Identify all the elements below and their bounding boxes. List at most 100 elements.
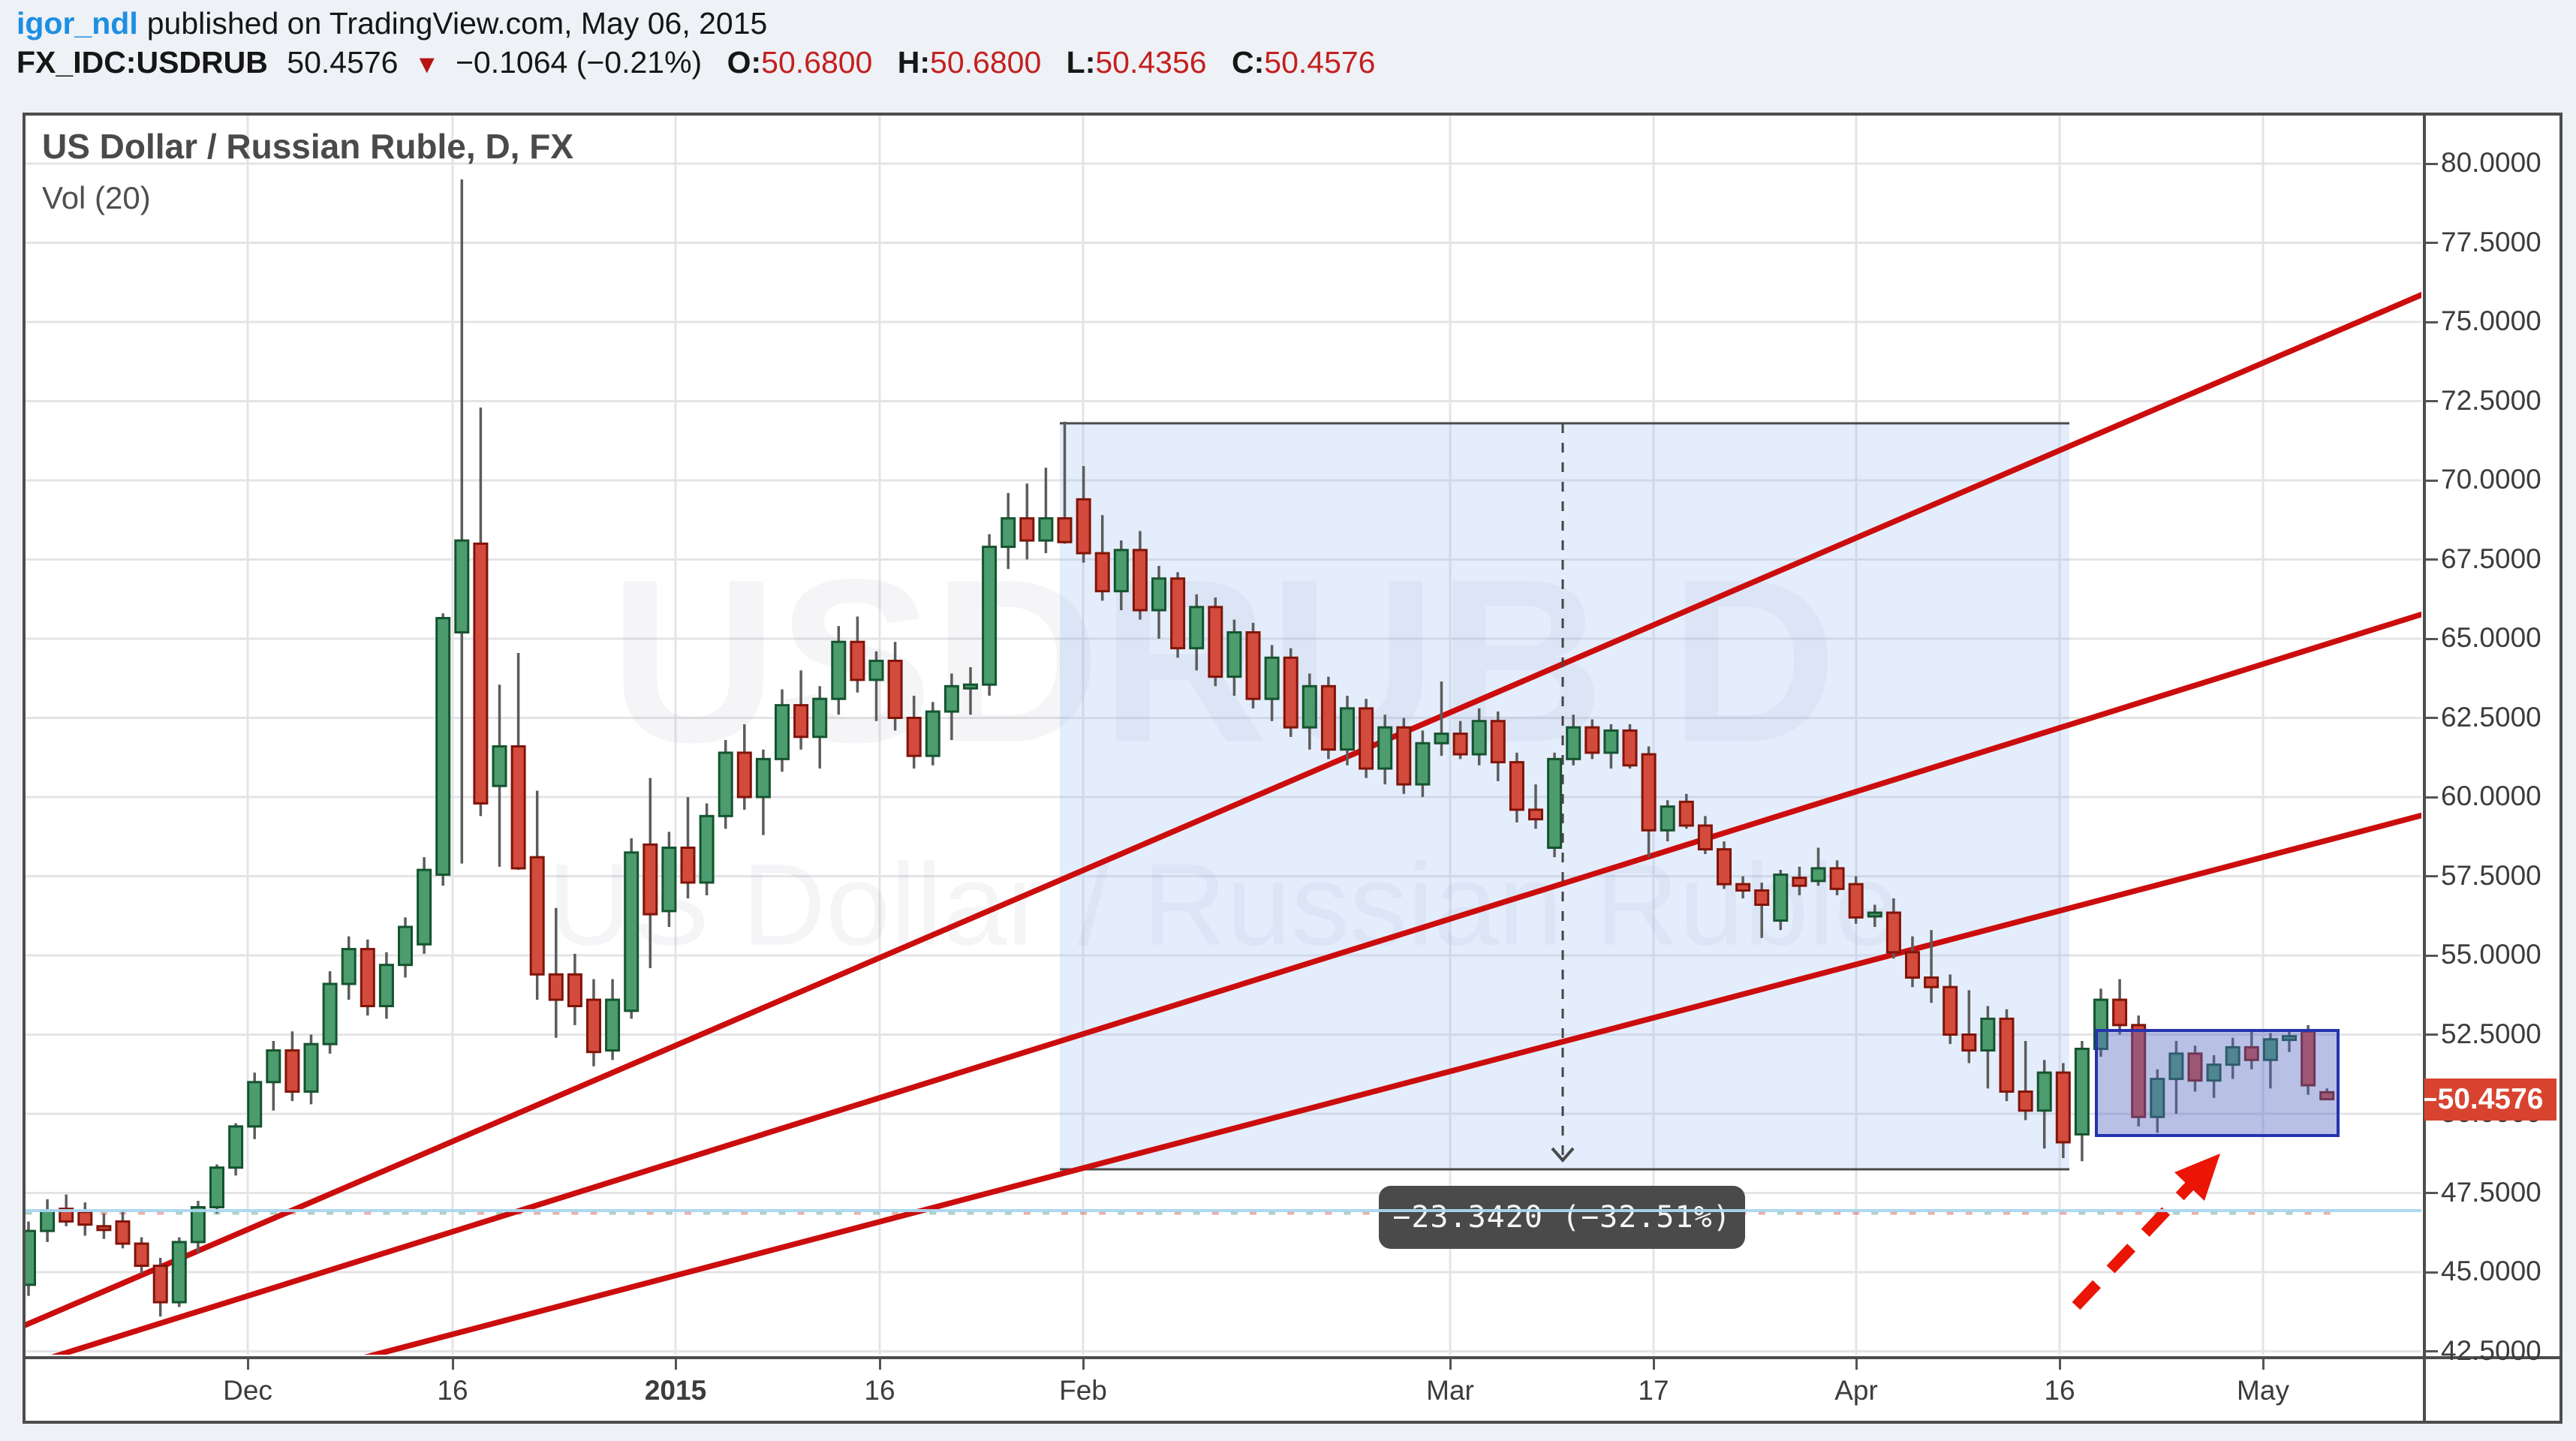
candle	[473, 407, 489, 817]
candle	[1924, 930, 1940, 1003]
time-axis-tick	[1449, 1359, 1452, 1370]
price-pane[interactable]: USDRUB DUS Dollar / Russian Ruble	[26, 116, 2421, 1355]
indicator-label[interactable]: Vol (20)	[42, 180, 151, 215]
candle	[906, 695, 922, 769]
candle	[1509, 752, 1524, 823]
candle	[2282, 1031, 2297, 1052]
volume-tick	[2041, 1211, 2048, 1215]
volume-tick	[1004, 1211, 1012, 1215]
time-axis-label: Feb	[1059, 1375, 1107, 1406]
candle	[1660, 800, 1675, 842]
candle	[2319, 1088, 2335, 1101]
candle	[77, 1202, 93, 1236]
time-axis-tick	[2262, 1359, 2265, 1370]
candle	[1471, 708, 1487, 766]
high-value: 50.6800	[930, 45, 1042, 80]
volume-tick	[590, 1211, 597, 1215]
candle	[378, 952, 394, 1019]
candle	[1113, 540, 1129, 611]
candle	[605, 979, 621, 1060]
horizontal-price-line[interactable]	[26, 1209, 2421, 1212]
annotation-arrow-shaft[interactable]	[2072, 1160, 2214, 1310]
price-axis-tick	[2426, 558, 2438, 561]
candle	[775, 689, 790, 772]
candle	[1019, 483, 1035, 560]
down-triangle-icon: ▼	[414, 50, 440, 79]
volume-tick	[2192, 1211, 2198, 1215]
time-axis-label: Dec	[223, 1375, 272, 1406]
volume-tick	[1136, 1211, 1144, 1215]
candle	[1283, 648, 1299, 737]
highlight-box-drawing[interactable]	[2095, 1029, 2340, 1137]
candle	[1359, 699, 1374, 778]
candle	[982, 534, 998, 696]
volume-tick	[1946, 1211, 1954, 1215]
annotation-arrow-head[interactable]	[2174, 1154, 2220, 1201]
candle	[134, 1237, 149, 1274]
candle	[1094, 515, 1110, 601]
time-axis-label: 16	[437, 1375, 468, 1406]
volume-tick	[1193, 1211, 1200, 1215]
volume-tick	[967, 1211, 974, 1215]
measure-region[interactable]	[1060, 423, 2069, 1169]
volume-tick	[2304, 1211, 2312, 1215]
candle	[510, 652, 526, 871]
volume-tick	[2060, 1211, 2067, 1215]
volume-tick	[665, 1211, 673, 1215]
candle	[925, 702, 940, 766]
price-axis-tick	[2426, 954, 2438, 957]
volume-tick	[2248, 1211, 2256, 1215]
candle	[1735, 876, 1751, 899]
price-axis-tick	[2426, 320, 2438, 323]
volume-tick	[646, 1211, 654, 1215]
candle	[718, 740, 733, 829]
time-axis-label: 16	[864, 1375, 895, 1406]
candle	[1848, 876, 1864, 924]
measure-down-arrow-icon	[1551, 1147, 1575, 1163]
volume-tick	[269, 1211, 277, 1215]
volume-tick	[1758, 1211, 1765, 1215]
candle	[2112, 979, 2128, 1035]
time-axis-tick	[1082, 1359, 1085, 1370]
candle	[171, 1237, 187, 1307]
candle	[303, 1034, 319, 1105]
volume-tick	[2097, 1211, 2105, 1215]
volume-tick	[1118, 1211, 1125, 1215]
price-axis-label: 72.5000	[2441, 384, 2541, 416]
candle	[1452, 720, 1468, 760]
candle	[1302, 673, 1317, 750]
price-axis-label: 75.0000	[2441, 305, 2541, 336]
measure-tooltip: −23.3420 (−32.51%)	[1379, 1186, 1745, 1249]
trendline[interactable]	[26, 812, 2421, 1355]
volume-tick	[1984, 1211, 1991, 1215]
candle	[40, 1199, 56, 1242]
high-label: H:	[897, 45, 931, 80]
trendline[interactable]	[26, 291, 2421, 1355]
candle	[1170, 572, 1186, 658]
candle	[1603, 724, 1619, 769]
volume-tick	[100, 1211, 107, 1215]
price-axis-tick	[2426, 796, 2438, 799]
candle	[586, 979, 601, 1066]
candle	[1566, 714, 1581, 766]
volume-tick	[157, 1211, 164, 1215]
volume-tick	[327, 1211, 334, 1215]
volume-tick	[420, 1211, 428, 1215]
volume-tick	[1927, 1211, 1935, 1215]
author-link[interactable]: igor_ndl	[17, 6, 138, 41]
candle	[1001, 492, 1016, 570]
candle	[398, 917, 413, 978]
volume-tick	[1080, 1211, 1088, 1215]
symbol-label[interactable]: FX_IDC:USDRUB	[17, 45, 268, 80]
price-axis-separator	[2423, 113, 2426, 1424]
trendline[interactable]	[26, 611, 2421, 1355]
volume-tick	[2135, 1211, 2142, 1215]
price-axis-tick	[2426, 875, 2438, 877]
volume-tick	[383, 1211, 390, 1215]
volume-tick	[685, 1211, 691, 1215]
candle	[1829, 860, 1845, 895]
volume-tick	[1777, 1211, 1784, 1215]
candle	[2168, 1040, 2184, 1114]
volume-tick	[2022, 1211, 2030, 1215]
